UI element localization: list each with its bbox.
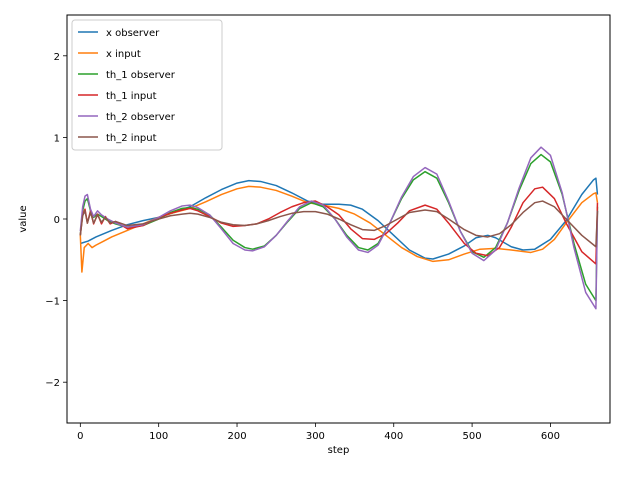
- y-tick-label: −2: [45, 378, 60, 389]
- legend-label: x observer: [106, 28, 160, 39]
- plot-area: [79, 146, 599, 310]
- y-tick-label: 0: [54, 215, 60, 226]
- x-axis: 0 100 200 300 400 500 600: [77, 423, 560, 442]
- x-tick-label: 200: [227, 431, 246, 442]
- legend-label: th_1 input: [106, 91, 157, 102]
- legend-label: th_1 observer: [106, 70, 176, 81]
- y-axis: −2 −1 0 1 2: [45, 52, 67, 389]
- series-line-4: [79, 146, 599, 310]
- series-line-1: [79, 185, 599, 273]
- x-axis-title: step: [328, 445, 350, 456]
- y-tick-label: 2: [54, 52, 60, 63]
- x-tick-label: 0: [77, 431, 83, 442]
- legend: x observer x input th_1 observer th_1 input…: [71, 19, 223, 151]
- y-axis-title: value: [18, 205, 29, 232]
- x-tick-label: 300: [306, 431, 325, 442]
- legend-label: th_2 observer: [106, 112, 176, 123]
- series-line-5: [79, 200, 599, 248]
- legend-label: th_2 input: [106, 133, 157, 144]
- legend-label: x input: [106, 49, 141, 60]
- x-tick-label: 400: [384, 431, 403, 442]
- y-tick-label: 1: [54, 133, 60, 144]
- x-tick-label: 600: [541, 431, 560, 442]
- x-tick-label: 500: [463, 431, 482, 442]
- series-line-2: [79, 153, 599, 302]
- y-tick-label: −1: [45, 297, 60, 308]
- x-tick-label: 100: [149, 431, 168, 442]
- legend-box: [71, 19, 223, 151]
